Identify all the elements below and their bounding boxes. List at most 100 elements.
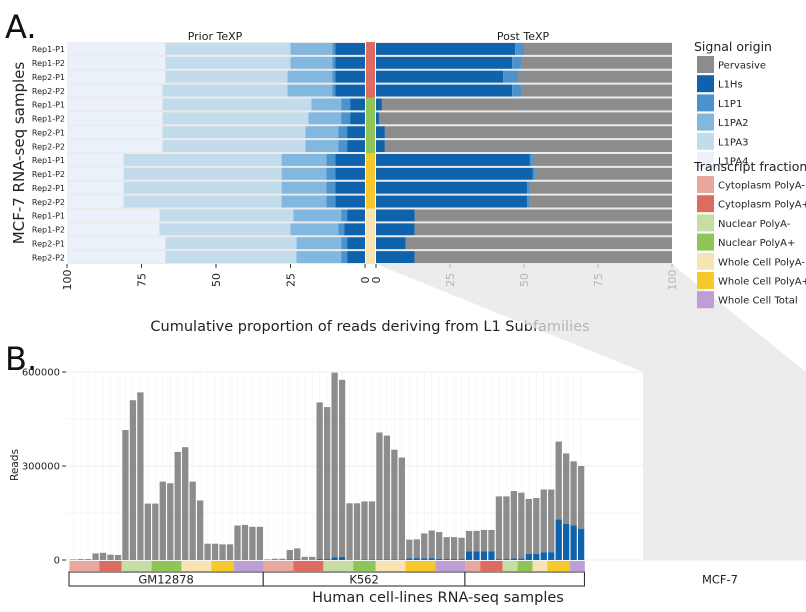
x-tick-label: 50 [210,273,223,287]
bar-pervasive [436,532,443,559]
y-tick-label: 600000 [22,368,60,379]
y-tick-label: 300000 [22,462,60,473]
strip-whole-cell-polya [181,561,212,571]
prior-bar-l1p1 [338,223,345,236]
bar-pervasive [563,453,570,524]
legend-label-nuclear-polya: Nuclear PolyA+ [718,238,795,249]
bar-pervasive [92,553,99,560]
post-bar-pervasive [384,140,672,152]
bar-pervasive [548,489,555,553]
post-bar-pervasive [384,126,672,139]
panel-b-y-axis-title: Reads [9,449,21,481]
post-bar-pervasive [405,237,672,250]
bar-l1hs [473,551,480,560]
prior-bar-l1pa2 [290,56,333,69]
bar-pervasive [473,530,480,552]
bar-pervasive [555,441,562,520]
post-bar-pervasive [529,195,672,208]
bar-l1hs [555,519,562,560]
prior-bar-l1p1 [332,70,336,83]
prior-bar-l1pa4 [67,126,163,139]
strip-cytoplasm-polya [69,561,100,571]
sample-label: Rep2-P1 [32,73,65,82]
prior-bar-l1p1 [326,181,336,194]
fraction-cell-whole-cell-polya [366,180,375,195]
post-bar-pervasive [532,154,672,166]
prior-bar-l1pa4 [67,167,124,180]
prior-bar-l1pa2 [293,209,342,222]
prior-bar-l1p1 [338,140,348,152]
legend-swatch-l1pa2 [697,113,714,131]
cell-line-box-mcf-7 [464,571,585,587]
sample-label: Rep1-P2 [32,59,65,68]
bar-l1hs [443,559,450,560]
prior-bar-l1pa2 [290,43,333,55]
bar-pervasive [376,432,383,560]
cell-line-label-mcf-7: MCF-7 [702,573,738,587]
post-bar-l1p1 [526,195,530,208]
prior-bar-l1p1 [341,209,348,222]
post-bar-pervasive [414,223,672,236]
bar-pervasive [316,402,323,560]
prior-bar-l1pa3 [159,223,291,236]
post-texp-title: Post TeXP [497,30,550,43]
strip-nuclear-polya [151,561,182,571]
fraction-cell-nuclear-polya [366,111,375,126]
bar-pervasive [271,558,278,560]
prior-bar-l1p1 [332,43,336,55]
bar-l1hs [548,552,555,560]
bar-l1hs [368,559,376,560]
prior-bar-l1pa3 [165,251,297,263]
legend-swatch-l1pa4 [697,152,714,169]
post-bar-pervasive [521,84,672,97]
fraction-cell-whole-cell-polya [366,250,375,265]
cell-line-label-k562: K562 [349,573,379,587]
strip-nuclear-polya [121,561,152,571]
sample-label: Rep2-P2 [32,253,65,262]
sample-label: Rep2-P2 [32,142,65,151]
post-bar-pervasive [378,112,672,125]
bar-pervasive [234,525,241,560]
bar-pervasive [495,496,503,560]
post-bar-l1hs [376,209,415,222]
prior-bar-l1pa4 [67,195,124,208]
prior-bar-l1hs [335,195,365,208]
x-tick-label: 0 [359,277,372,284]
strip-nuclear-polya [502,561,518,571]
prior-bar-l1pa2 [311,98,342,111]
legend-label-nuclear-polya: Nuclear PolyA- [718,219,791,230]
strip-cytoplasm-polya [293,561,324,571]
post-bar-l1hs [376,126,385,139]
bar-pervasive [241,524,249,560]
bar-pervasive [398,457,405,560]
prior-bar-l1pa4 [67,251,166,263]
fraction-cell-nuclear-polya [366,97,375,112]
legend-swatch-pervasive [697,56,714,73]
prior-bar-l1pa2 [308,112,342,125]
cell-line-labels: GM12878 K562 MCF-7 [68,571,738,587]
bar-pervasive [361,501,368,560]
strip-whole-cell-total [435,561,466,571]
x-tick-label: 100 [61,270,74,291]
panel-b-x-axis-title: Human cell-lines RNA-seq samples [312,590,564,606]
post-bar-l1hs [376,167,533,180]
prior-bar-l1pa4 [67,154,124,166]
legend-swatch-whole-cell-total [697,291,714,309]
bar-pervasive [129,400,137,560]
prior-bar-l1pa3 [162,126,306,139]
legend-label-l1hs: L1Hs [718,80,743,91]
legend-label-whole-cell-polya: Whole Cell PolyA+ [718,277,806,288]
prior-bar-l1hs [335,154,365,166]
post-bar-l1p1 [532,167,536,180]
panel-b-bars [70,372,585,560]
post-bar-pervasive [518,70,672,83]
prior-bar-l1pa3 [123,167,282,180]
panel-a-y-axis-title: MCF-7 RNA-seq samples [10,62,28,245]
prior-bar-l1p1 [332,56,336,69]
prior-bar-l1pa3 [123,154,282,166]
prior-bar-l1pa3 [165,56,291,69]
strip-nuclear-polya [323,561,354,571]
post-bar-l1hs [376,251,415,263]
